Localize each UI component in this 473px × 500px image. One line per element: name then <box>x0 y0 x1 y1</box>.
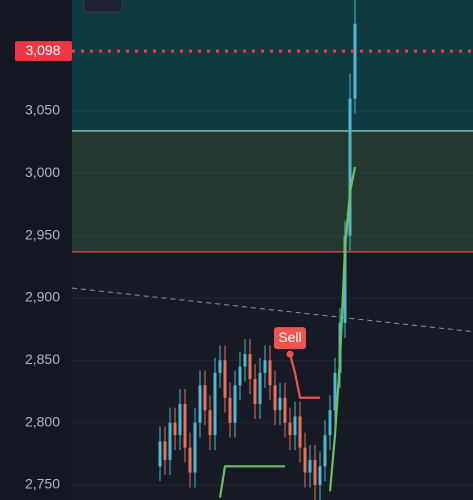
candle-body <box>348 98 352 236</box>
trendline <box>71 287 473 333</box>
y-tick-label: 2,950 <box>25 226 60 242</box>
toolbar-button[interactable] <box>83 0 123 13</box>
candle-body <box>268 360 272 386</box>
candle-body <box>223 360 227 398</box>
candle-body <box>288 422 292 436</box>
y-tick-label: 3,000 <box>25 164 60 180</box>
candle-body <box>178 403 182 436</box>
candle-body <box>188 447 192 473</box>
y-tick-label: 2,800 <box>25 413 60 429</box>
candle-body <box>208 410 212 436</box>
candle-body <box>328 410 332 436</box>
candle-body <box>293 416 297 436</box>
candle-body <box>298 416 302 448</box>
candle-body <box>198 385 202 423</box>
signal-dot <box>286 350 294 358</box>
candle-body <box>168 422 172 461</box>
candle-body <box>303 447 307 473</box>
signal-box <box>274 327 306 350</box>
candle-body <box>238 366 242 386</box>
indicator-line <box>218 166 357 498</box>
candle-body <box>158 441 162 467</box>
y-tick-label: 2,750 <box>25 476 60 492</box>
price-axis-panel <box>0 0 72 500</box>
candle-body <box>283 397 287 423</box>
candle-body <box>353 23 357 99</box>
candle-body <box>243 354 247 367</box>
y-tick-label: 3,050 <box>25 102 60 118</box>
candle-body <box>318 466 322 486</box>
candle-body <box>163 441 167 461</box>
indicator-line <box>288 353 320 399</box>
candle-body <box>308 460 312 473</box>
candle-body <box>228 397 232 423</box>
candle-body <box>173 422 177 436</box>
candle-body <box>253 379 257 404</box>
price-label: 3,098 <box>25 42 60 58</box>
candle-body <box>218 360 222 373</box>
candle-body <box>273 385 277 411</box>
y-tick-label: 2,850 <box>25 351 60 367</box>
candle-body <box>233 385 237 423</box>
y-tick-label: 2,900 <box>25 289 60 305</box>
candle-body <box>263 360 267 373</box>
candle-body <box>333 372 337 411</box>
candle-body <box>213 372 217 436</box>
candle-body <box>193 422 197 473</box>
candle-body <box>278 397 282 411</box>
candle-body <box>313 460 317 486</box>
candle-body <box>248 354 252 380</box>
candle-body <box>203 385 207 411</box>
candle-body <box>183 403 187 448</box>
zone <box>72 130 473 252</box>
candle-body <box>258 372 262 404</box>
candle-body <box>343 235 347 323</box>
signal-label: Sell <box>278 329 301 345</box>
candle-body <box>323 435 327 467</box>
price-label-box <box>15 41 72 62</box>
zone <box>72 0 473 131</box>
plot: 2,750 2,800 2,850 2,900 2,950 3,000 3,050 Sell <box>25 0 473 500</box>
